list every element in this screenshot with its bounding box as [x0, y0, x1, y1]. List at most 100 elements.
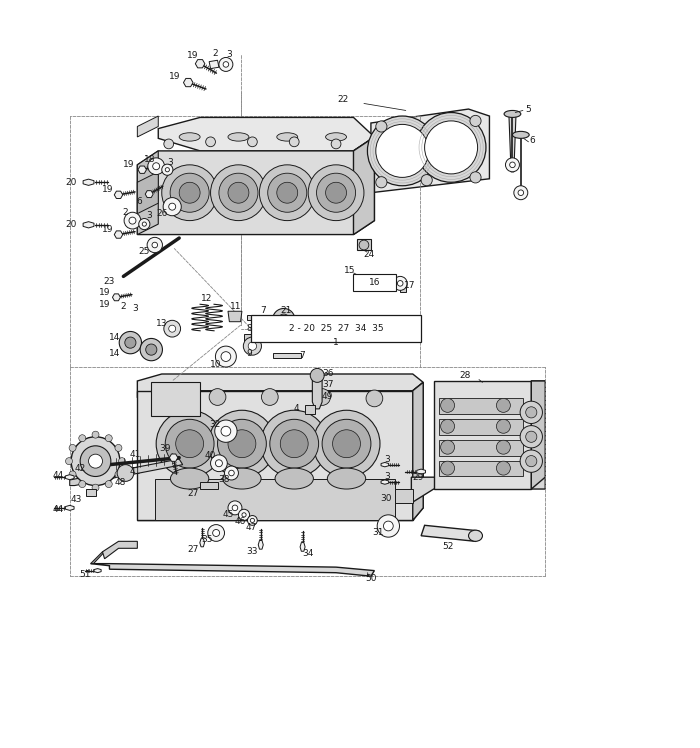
- Text: 35: 35: [202, 536, 213, 545]
- Circle shape: [310, 369, 324, 382]
- Circle shape: [69, 444, 76, 451]
- Text: 20: 20: [65, 221, 77, 230]
- Circle shape: [129, 217, 136, 224]
- Circle shape: [146, 344, 157, 355]
- Text: 2: 2: [120, 302, 126, 311]
- Ellipse shape: [276, 132, 298, 141]
- Polygon shape: [354, 137, 374, 235]
- Circle shape: [232, 505, 238, 511]
- Text: 28: 28: [459, 371, 470, 380]
- Circle shape: [242, 512, 246, 517]
- Circle shape: [376, 177, 387, 188]
- Text: 10: 10: [211, 360, 222, 369]
- Polygon shape: [209, 61, 219, 69]
- Polygon shape: [94, 568, 101, 573]
- Text: 45: 45: [223, 510, 234, 519]
- Circle shape: [316, 174, 356, 212]
- Circle shape: [211, 165, 266, 221]
- Circle shape: [162, 165, 218, 221]
- Polygon shape: [90, 552, 104, 564]
- Circle shape: [208, 524, 225, 542]
- Polygon shape: [258, 541, 263, 549]
- Circle shape: [124, 212, 141, 229]
- Text: 46: 46: [234, 518, 246, 527]
- Text: 23: 23: [104, 277, 115, 286]
- Text: 43: 43: [71, 495, 83, 504]
- Circle shape: [118, 458, 125, 465]
- Circle shape: [248, 137, 258, 147]
- Text: 31: 31: [372, 529, 384, 538]
- Circle shape: [393, 277, 407, 290]
- Text: 5: 5: [525, 105, 531, 114]
- Polygon shape: [83, 179, 94, 186]
- Circle shape: [165, 168, 169, 172]
- Text: 47: 47: [245, 523, 257, 532]
- Circle shape: [215, 420, 237, 442]
- Polygon shape: [304, 405, 315, 414]
- Text: 41: 41: [130, 450, 141, 459]
- Circle shape: [164, 320, 181, 337]
- Polygon shape: [195, 60, 205, 68]
- Text: 29: 29: [412, 473, 424, 482]
- Text: 25: 25: [139, 248, 150, 257]
- Polygon shape: [371, 109, 489, 193]
- Text: 13: 13: [156, 319, 167, 328]
- Circle shape: [332, 430, 360, 458]
- Polygon shape: [137, 137, 374, 235]
- Polygon shape: [145, 191, 153, 197]
- Circle shape: [518, 190, 524, 195]
- Circle shape: [416, 112, 486, 183]
- Text: 51: 51: [79, 570, 91, 579]
- Circle shape: [221, 426, 231, 436]
- Circle shape: [331, 139, 341, 149]
- Circle shape: [206, 137, 216, 147]
- Polygon shape: [509, 116, 516, 172]
- Bar: [439, 462, 523, 476]
- Text: 21: 21: [280, 306, 291, 315]
- Ellipse shape: [228, 132, 249, 141]
- Text: 40: 40: [205, 451, 216, 460]
- Circle shape: [219, 174, 258, 212]
- Text: 7: 7: [260, 306, 266, 315]
- Circle shape: [368, 116, 438, 186]
- Circle shape: [496, 462, 510, 475]
- Text: 19: 19: [102, 225, 113, 234]
- Circle shape: [79, 435, 86, 442]
- Text: 3: 3: [146, 210, 152, 219]
- Circle shape: [216, 460, 223, 467]
- Circle shape: [322, 420, 371, 468]
- Polygon shape: [114, 191, 122, 198]
- Polygon shape: [273, 353, 301, 358]
- Circle shape: [163, 197, 181, 215]
- Polygon shape: [155, 479, 396, 521]
- Circle shape: [169, 203, 176, 210]
- Circle shape: [209, 389, 226, 405]
- Circle shape: [440, 420, 454, 433]
- Circle shape: [376, 124, 429, 177]
- Circle shape: [228, 501, 242, 515]
- Text: 33: 33: [246, 548, 258, 557]
- Polygon shape: [169, 454, 178, 462]
- Circle shape: [117, 465, 134, 482]
- Polygon shape: [244, 334, 262, 340]
- Circle shape: [359, 240, 369, 250]
- Circle shape: [115, 444, 122, 451]
- Circle shape: [71, 437, 120, 485]
- Bar: [439, 420, 523, 435]
- Polygon shape: [90, 564, 375, 576]
- Circle shape: [398, 280, 403, 286]
- Text: 19: 19: [188, 51, 199, 60]
- Text: 42: 42: [74, 464, 86, 473]
- Polygon shape: [65, 475, 74, 479]
- Text: 3: 3: [384, 455, 390, 464]
- Circle shape: [440, 441, 454, 454]
- Circle shape: [148, 158, 164, 174]
- Polygon shape: [228, 311, 242, 322]
- Circle shape: [239, 509, 250, 521]
- Text: 30: 30: [381, 494, 392, 503]
- Polygon shape: [65, 506, 74, 510]
- Text: 27: 27: [188, 489, 199, 498]
- Circle shape: [164, 139, 174, 149]
- Text: 19: 19: [99, 300, 111, 309]
- Circle shape: [219, 58, 233, 71]
